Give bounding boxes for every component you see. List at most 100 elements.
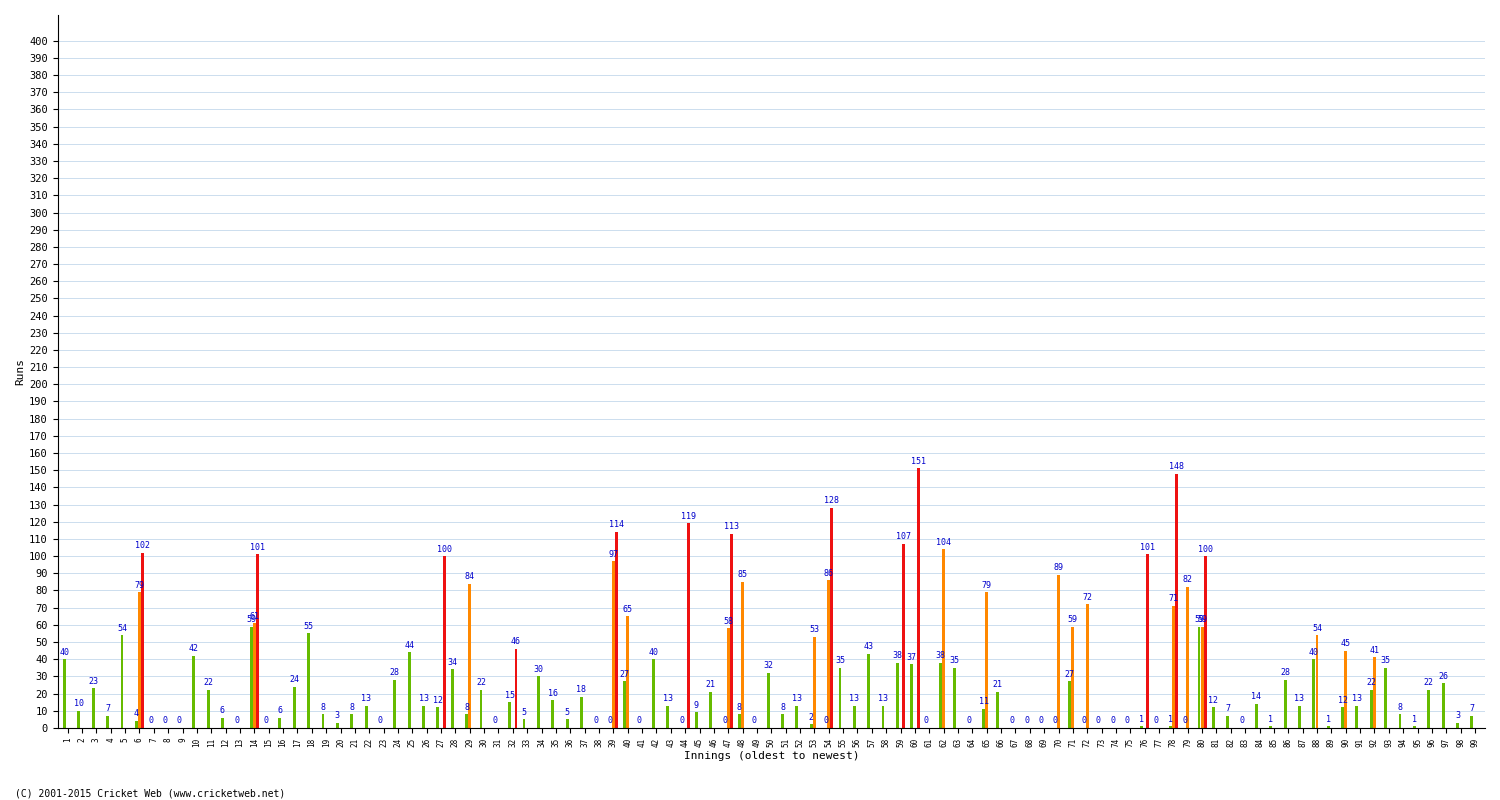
Text: 0: 0 [177, 716, 182, 726]
Bar [795, 706, 798, 728]
Bar [336, 722, 339, 728]
Bar [1284, 680, 1287, 728]
Bar [1372, 658, 1376, 728]
Bar [1344, 650, 1347, 728]
Text: 0: 0 [1010, 716, 1016, 726]
Bar [652, 659, 654, 728]
Bar [1197, 626, 1200, 728]
Text: 21: 21 [993, 680, 1004, 690]
Text: 21: 21 [705, 680, 716, 690]
Bar [910, 664, 914, 728]
Text: 0: 0 [1096, 716, 1101, 726]
Text: 0: 0 [1110, 716, 1116, 726]
Text: 107: 107 [896, 533, 910, 542]
Text: 13: 13 [1352, 694, 1362, 703]
Bar [1058, 575, 1060, 728]
Text: 100: 100 [436, 545, 451, 554]
Bar [468, 583, 471, 728]
Bar [766, 673, 770, 728]
Bar [730, 534, 734, 728]
Text: 41: 41 [1370, 646, 1380, 655]
Bar [351, 714, 352, 728]
Text: 1: 1 [1412, 714, 1418, 723]
Text: 84: 84 [465, 572, 476, 581]
Text: 54: 54 [1312, 623, 1322, 633]
Bar [1456, 722, 1460, 728]
Text: 5: 5 [522, 708, 526, 717]
Text: 13: 13 [878, 694, 888, 703]
Text: 35: 35 [950, 656, 960, 665]
Text: 16: 16 [548, 689, 558, 698]
Bar [138, 592, 141, 728]
Bar [939, 662, 942, 728]
Text: 8: 8 [780, 702, 784, 711]
Bar [1442, 683, 1444, 728]
Text: 0: 0 [1038, 716, 1044, 726]
Bar [1140, 726, 1143, 728]
Bar [1428, 690, 1430, 728]
Text: 0: 0 [1053, 716, 1058, 726]
Bar [694, 713, 698, 728]
Text: 42: 42 [189, 644, 200, 653]
Bar [1204, 556, 1206, 728]
Text: 0: 0 [1182, 716, 1186, 726]
Text: 22: 22 [202, 678, 213, 687]
Bar [782, 714, 784, 728]
Bar [839, 668, 842, 728]
Text: 0: 0 [1154, 716, 1158, 726]
Text: 7: 7 [1470, 704, 1474, 714]
Text: 102: 102 [135, 541, 150, 550]
Bar [810, 725, 813, 728]
Text: 113: 113 [724, 522, 740, 531]
Bar [442, 556, 446, 728]
Text: 97: 97 [609, 550, 618, 558]
Text: 9: 9 [694, 701, 699, 710]
Text: 72: 72 [1082, 593, 1092, 602]
Text: 37: 37 [908, 653, 916, 662]
Bar [1269, 726, 1272, 728]
Text: 0: 0 [723, 716, 728, 726]
Text: 15: 15 [504, 690, 515, 699]
Bar [308, 634, 310, 728]
Bar [135, 721, 138, 728]
Bar [78, 710, 81, 728]
Bar [1071, 626, 1074, 728]
Text: 12: 12 [433, 696, 442, 705]
Text: 8: 8 [464, 702, 470, 711]
Bar [612, 562, 615, 728]
Text: 101: 101 [1140, 542, 1155, 552]
Bar [63, 659, 66, 728]
Text: 14: 14 [1251, 692, 1262, 702]
Bar [552, 700, 554, 728]
Text: 13: 13 [419, 694, 429, 703]
Text: 38: 38 [936, 651, 945, 660]
Y-axis label: Runs: Runs [15, 358, 26, 385]
Text: 6: 6 [278, 706, 282, 715]
Bar [207, 690, 210, 728]
Bar [1398, 714, 1401, 728]
Bar [867, 654, 870, 728]
Text: 10: 10 [74, 699, 84, 708]
Bar [256, 554, 259, 728]
Text: 82: 82 [1184, 575, 1192, 585]
Bar [509, 702, 512, 728]
Text: 0: 0 [594, 716, 598, 726]
Bar [741, 582, 744, 728]
Bar [251, 626, 252, 728]
Bar [1186, 587, 1190, 728]
Text: 22: 22 [1424, 678, 1434, 687]
Text: 5: 5 [564, 708, 570, 717]
Text: 79: 79 [135, 581, 144, 590]
Bar [1341, 707, 1344, 728]
Bar [1068, 682, 1071, 728]
Bar [916, 469, 920, 728]
Text: 30: 30 [534, 665, 543, 674]
Text: 0: 0 [924, 716, 928, 726]
Text: 89: 89 [1053, 563, 1064, 573]
Bar [954, 668, 957, 728]
Text: 58: 58 [723, 617, 734, 626]
Text: 28: 28 [1280, 668, 1290, 677]
Text: 24: 24 [290, 675, 300, 684]
Text: 8: 8 [1398, 702, 1402, 711]
Text: 55: 55 [303, 622, 313, 631]
